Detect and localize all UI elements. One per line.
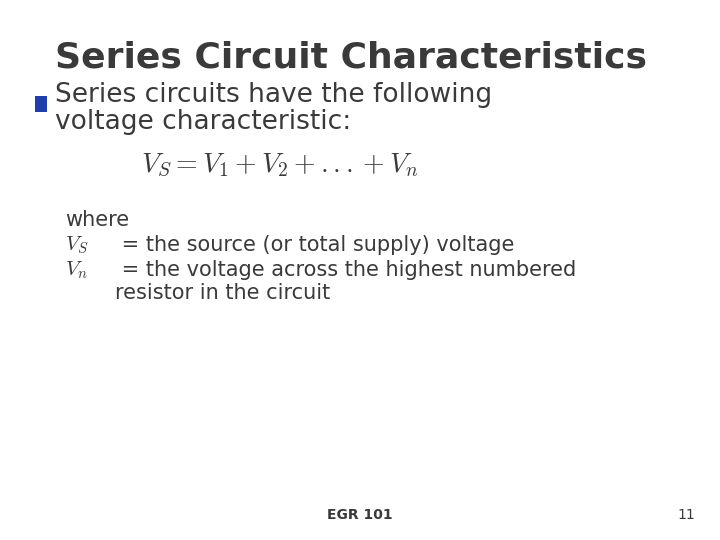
FancyBboxPatch shape [35,96,47,112]
Text: where: where [65,210,129,230]
Text: = the voltage across the highest numbered: = the voltage across the highest numbere… [115,260,576,280]
Text: = the source (or total supply) voltage: = the source (or total supply) voltage [115,235,514,255]
Text: Series circuits have the following: Series circuits have the following [55,82,492,108]
Text: $V_S = V_1 + V_2 + ...+ V_n$: $V_S = V_1 + V_2 + ...+ V_n$ [141,151,419,179]
Text: resistor in the circuit: resistor in the circuit [115,283,330,303]
Text: $V_S$: $V_S$ [65,234,89,256]
Text: voltage characteristic:: voltage characteristic: [55,109,351,135]
Text: EGR 101: EGR 101 [327,508,393,522]
Text: Series Circuit Characteristics: Series Circuit Characteristics [55,40,647,74]
Text: 11: 11 [678,508,695,522]
Text: $V_n$: $V_n$ [65,259,88,281]
